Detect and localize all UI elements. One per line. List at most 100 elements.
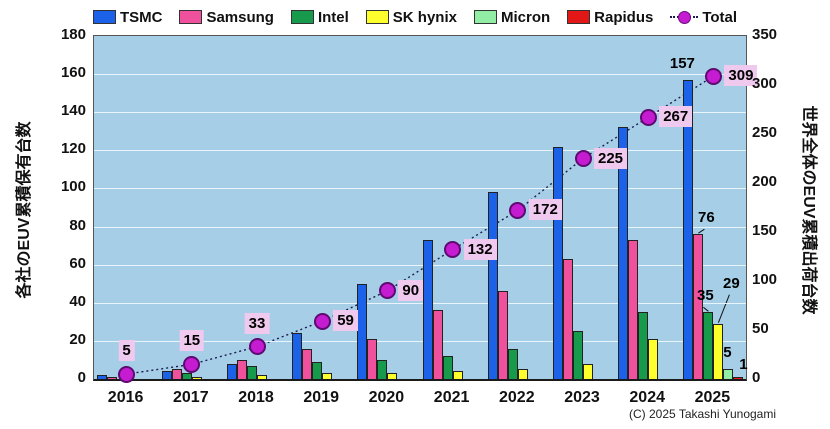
total-value-label-2022: 172: [528, 199, 562, 221]
legend-item-rapidus: Rapidus: [567, 9, 653, 26]
bar-sk-hynix-2021: [452, 371, 463, 379]
x-axis-label-2021: 2021: [433, 389, 470, 406]
right-axis-tick-100: 100: [752, 271, 778, 288]
total-value-label-2017: 15: [179, 330, 205, 352]
legend-label: Micron: [500, 8, 551, 26]
total-marker-2018: [248, 338, 266, 356]
x-axis-label-2022: 2022: [499, 389, 535, 406]
total-marker-2022: [509, 201, 527, 219]
bar-intel-2018: [247, 365, 257, 379]
legend-label: TSMC: [119, 8, 163, 26]
bar-samsung-2024: [628, 239, 639, 379]
x-axis-label-2023: 2023: [564, 389, 600, 406]
total-marker-2017: [183, 355, 201, 373]
copyright-text: (C) 2025 Takashi Yunogami: [629, 407, 776, 421]
legend-swatch-icon: [290, 10, 314, 24]
bar-tsmc-2020: [357, 283, 368, 379]
legend-item-micron: Micron: [473, 8, 551, 26]
total-value-label-2021: 132: [463, 238, 497, 260]
bar-samsung-2019: [302, 348, 313, 379]
left-axis-tick-80: 80: [69, 216, 86, 234]
x-axis-label-2017: 2017: [173, 389, 209, 406]
total-marker-2021: [444, 241, 462, 259]
gridline: [94, 74, 746, 76]
total-value-label-2024: 267: [659, 106, 693, 128]
right-axis-tick-150: 150: [752, 222, 778, 239]
x-axis-label-2024: 2024: [629, 389, 665, 406]
bar-tsmc-2021: [422, 239, 433, 379]
bar-sk-hynix-2019: [322, 373, 333, 379]
legend-swatch-icon: [92, 10, 116, 24]
legend-label: Rapidus: [594, 8, 654, 26]
total-marker-2023: [574, 150, 592, 167]
legend-swatch-icon: [365, 10, 389, 24]
bar-value-label-intel: 35: [697, 287, 714, 305]
right-axis-title: 世界全体のEUV累積出荷台数: [800, 105, 817, 315]
bar-value-label-samsung: 76: [698, 209, 715, 227]
bar-sk-hynix-2017: [191, 377, 202, 379]
right-axis-tick-350: 350: [752, 26, 778, 43]
bar-intel-2020: [377, 359, 388, 379]
total-value-label-2025: 309: [724, 65, 758, 87]
legend-item-tsmc: TSMC: [92, 8, 163, 26]
bar-sk-hynix-2023: [583, 363, 593, 379]
bar-tsmc-2018: [227, 363, 237, 379]
bar-intel-2021: [442, 356, 453, 379]
bar-tsmc-2025: [683, 79, 694, 379]
total-value-label-2016: 5: [118, 340, 135, 362]
bar-rapidus-2025: [733, 377, 744, 379]
legend-label: Samsung: [206, 8, 274, 26]
total-value-label-2018: 33: [244, 312, 270, 334]
total-marker-2024: [639, 108, 657, 126]
chart-legend: TSMC Samsung Intel SK hynix Micron Rapidus Tot…: [0, 4, 830, 30]
total-marker-2020: [378, 282, 396, 300]
bar-intel-2017: [181, 373, 192, 379]
bar-samsung-2023: [563, 258, 573, 379]
total-value-label-2019: 59: [333, 310, 358, 332]
legend-label: SK hynix: [392, 8, 457, 26]
total-value-label-2020: 90: [398, 279, 424, 301]
x-axis-label-2018: 2018: [238, 389, 274, 406]
bar-intel-2025: [703, 312, 714, 379]
legend-swatch-icon: [179, 10, 203, 24]
bar-samsung-2016: [106, 377, 117, 379]
bar-value-label-sk-hynix: 29: [723, 274, 740, 292]
x-axis-label-2016: 2016: [107, 389, 144, 406]
bar-tsmc-2019: [292, 333, 303, 379]
bar-sk-hynix-2024: [648, 338, 659, 379]
left-axis-tick-20: 20: [69, 330, 86, 348]
total-marker-2025: [704, 67, 722, 85]
bar-value-label-rapidus: 1: [739, 356, 748, 374]
left-axis-title: 各社のEUV累積保有台数: [16, 121, 33, 299]
legend-swatch-icon: [567, 10, 591, 24]
legend-item-sk-hynix: SK hynix: [365, 8, 457, 26]
right-axis-tick-50: 50: [752, 320, 769, 337]
total-circle-icon: [678, 11, 692, 24]
bar-value-label-tsmc: 157: [669, 54, 695, 72]
left-axis-tick-120: 120: [60, 140, 86, 158]
x-axis-label-2019: 2019: [303, 389, 339, 406]
total-value-label-2023: 225: [594, 147, 628, 169]
bar-tsmc-2024: [618, 127, 629, 379]
bar-intel-2022: [507, 348, 518, 379]
bar-samsung-2021: [432, 310, 443, 379]
gridline: [94, 264, 746, 266]
legend-swatch-icon: [473, 10, 497, 24]
left-axis-tick-40: 40: [69, 292, 86, 310]
bar-sk-hynix-2022: [517, 369, 528, 379]
bar-samsung-2025: [693, 234, 704, 379]
plot-area: 5 15 33 59 90 132 172 225 267 309 157 76 35 29 5 1: [93, 35, 758, 383]
left-axis-tick-140: 140: [60, 102, 86, 120]
gridline: [94, 302, 746, 304]
bar-intel-2023: [573, 331, 583, 379]
bar-value-label-micron: 5: [723, 344, 732, 362]
bar-tsmc-2023: [553, 146, 563, 379]
bar-samsung-2017: [171, 369, 182, 379]
bar-sk-hynix-2020: [387, 373, 398, 379]
gridline: [94, 150, 746, 152]
total-dotted-line: [126, 75, 730, 375]
bar-tsmc-2016: [96, 375, 107, 379]
bar-micron-2025: [723, 369, 734, 379]
legend-item-samsung: Samsung: [179, 9, 274, 26]
